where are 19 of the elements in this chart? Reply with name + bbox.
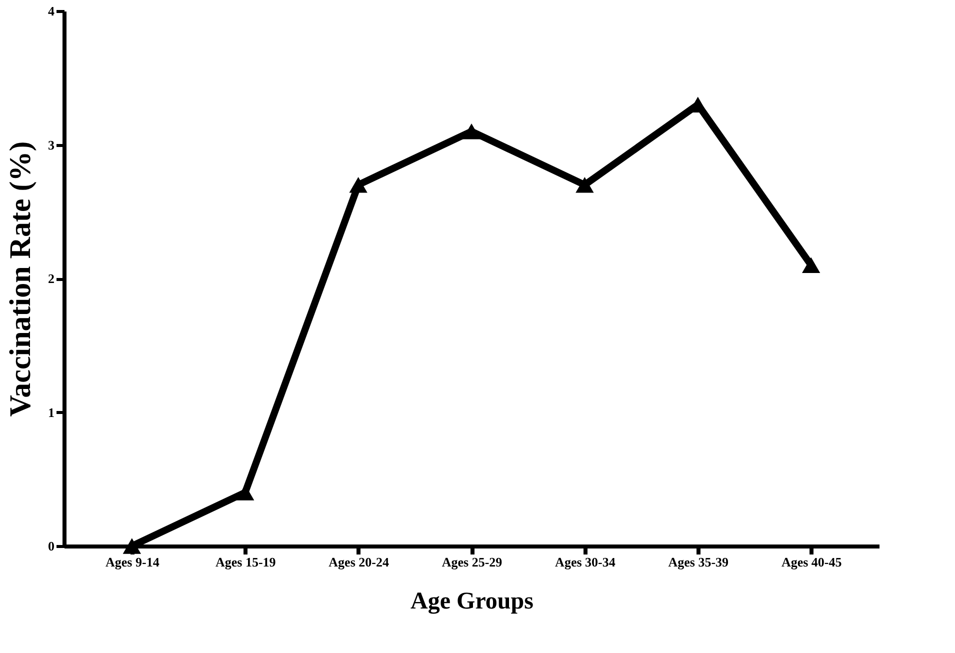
- point: [349, 177, 368, 193]
- x-tick-label: Ages 15-19: [215, 554, 276, 570]
- y-tick-label: 4: [48, 4, 55, 18]
- y-tick-label: 2: [48, 271, 54, 286]
- x-tick-label: Ages 20-24: [328, 554, 390, 570]
- point: [462, 124, 481, 140]
- x-tick-label: Ages 25-29: [442, 554, 503, 570]
- x-tick-label: Ages 30-34: [555, 554, 616, 570]
- x-tick-label: Ages 40-45: [781, 554, 842, 570]
- y-tick-label: 1: [48, 404, 54, 420]
- y-tick-label: 0: [48, 538, 54, 554]
- point: [122, 538, 141, 554]
- y-axis-title: Vaccination Rate (%): [4, 141, 37, 417]
- x-tick-label: Ages 35-39: [668, 554, 730, 570]
- point: [802, 257, 820, 273]
- x-tick-label: Ages 9-14: [106, 554, 160, 570]
- y-tick-label: 3: [48, 137, 55, 152]
- x-axis-title: Age Groups: [410, 588, 534, 614]
- point: [576, 177, 594, 193]
